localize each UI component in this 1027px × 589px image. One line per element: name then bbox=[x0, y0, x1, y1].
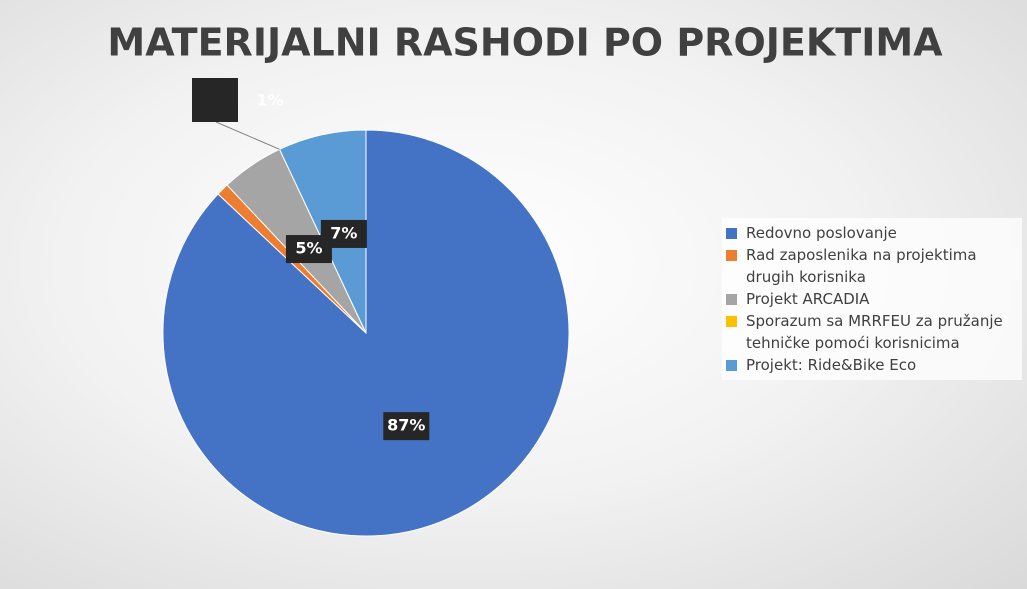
legend-label: Sporazum sa MRRFEU za pružanje tehničke … bbox=[746, 312, 1003, 352]
legend-swatch bbox=[726, 294, 737, 305]
legend-item: Projekt: Ride&Bike Eco bbox=[722, 354, 1022, 376]
legend-label: Redovno poslovanje bbox=[746, 224, 897, 242]
legend-swatch bbox=[726, 360, 737, 371]
leader-line bbox=[215, 121, 280, 150]
legend-swatch bbox=[726, 228, 737, 239]
data-label: 5% bbox=[295, 239, 322, 258]
legend-swatch bbox=[726, 316, 737, 327]
data-label: 87% bbox=[387, 416, 425, 435]
legend-swatch bbox=[726, 250, 737, 261]
chart-title: MATERIJALNI RASHODI PO PROJEKTIMA bbox=[107, 21, 943, 65]
legend-item: Redovno poslovanje bbox=[722, 222, 1022, 244]
legend-item: Projekt ARCADIA bbox=[722, 288, 1022, 310]
legend: Redovno poslovanje Rad zaposlenika na pro… bbox=[722, 218, 1022, 380]
legend-label: Projekt ARCADIA bbox=[746, 290, 870, 308]
label-box bbox=[320, 219, 367, 248]
legend-label: Rad zaposlenika na projektima drugih kor… bbox=[746, 246, 977, 286]
label-box bbox=[192, 78, 238, 122]
data-label: 1% bbox=[256, 91, 283, 110]
legend-label: Projekt: Ride&Bike Eco bbox=[746, 356, 917, 374]
data-label: 7% bbox=[330, 223, 357, 242]
label-box bbox=[383, 412, 430, 441]
legend-item: Sporazum sa MRRFEU za pružanje tehničke … bbox=[722, 310, 1022, 354]
legend-item: Rad zaposlenika na projektima drugih kor… bbox=[722, 244, 1022, 288]
